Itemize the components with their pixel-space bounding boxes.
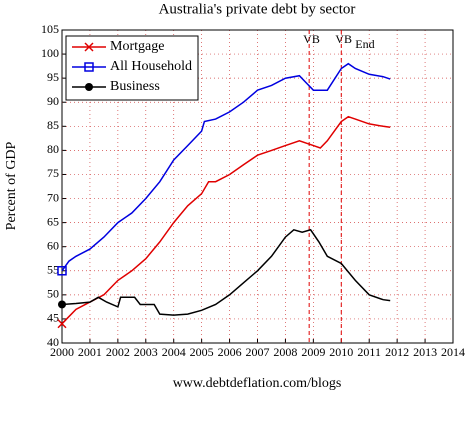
line-series <box>61 115 391 325</box>
line-series <box>61 62 391 272</box>
y-tick-label: 90 <box>47 94 59 108</box>
marker-shape <box>84 42 94 52</box>
x-tick-label: 2011 <box>357 345 381 359</box>
y-tick-label: 80 <box>47 142 59 156</box>
x-tick-label: 2012 <box>385 345 409 359</box>
y-tick-label: 55 <box>47 263 59 277</box>
marker <box>85 83 93 91</box>
x-tick-label: 2009 <box>301 345 325 359</box>
x-tick-label: 2006 <box>218 345 242 359</box>
annotation-text: VB <box>335 32 352 46</box>
x-tick-label: 2007 <box>246 345 270 359</box>
x-tick-label: 2003 <box>134 345 158 359</box>
y-tick-label: 60 <box>47 238 59 252</box>
x-tick-label: 2002 <box>106 345 130 359</box>
x-tick-label: 2001 <box>78 345 102 359</box>
chart-title: Australia's private debt by sector <box>159 1 356 17</box>
legend-text: All Household <box>110 59 192 74</box>
y-tick-label: 75 <box>47 166 59 180</box>
marker <box>57 266 67 276</box>
x-tick-label: 2013 <box>413 345 437 359</box>
plot-frame <box>61 29 454 344</box>
legend-text: Mortgage <box>110 39 164 54</box>
x-tick-label: 2008 <box>273 345 297 359</box>
y-tick-label: 40 <box>47 335 59 349</box>
x-axis-label: www.debtdeflation.com/blogs <box>173 376 342 391</box>
y-tick-label: 95 <box>47 70 59 84</box>
x-tick-label: 2004 <box>162 345 186 359</box>
marker <box>84 62 94 72</box>
y-tick-label: 45 <box>47 311 59 325</box>
x-tick-label: 2010 <box>329 345 353 359</box>
y-tick-label: 50 <box>47 287 59 301</box>
x-tick-label: 2000 <box>50 345 74 359</box>
annotation-text: VB <box>303 32 320 46</box>
y-tick-label: 85 <box>47 118 59 132</box>
y-tick-label: 100 <box>41 46 59 60</box>
x-tick-label: 2005 <box>190 345 214 359</box>
legend-text: Business <box>110 79 160 94</box>
y-axis-label: Percent of GDP <box>4 141 19 230</box>
x-tick-label: 2014 <box>441 345 465 359</box>
annotation-sub: End <box>355 37 374 51</box>
marker <box>84 42 94 52</box>
marker-shape <box>57 319 67 329</box>
marker <box>57 319 67 329</box>
line-series <box>61 228 391 316</box>
marker <box>58 300 66 309</box>
y-tick-label: 105 <box>41 22 59 36</box>
y-tick-label: 70 <box>47 190 59 204</box>
y-tick-label: 65 <box>47 214 59 228</box>
